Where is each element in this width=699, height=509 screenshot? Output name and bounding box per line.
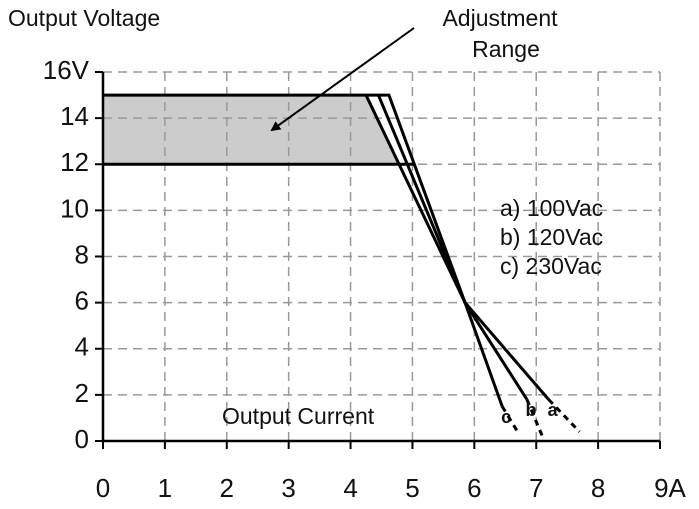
legend-entry: c) 230Vac [500, 253, 602, 279]
voltage-curve-dashed [525, 398, 544, 437]
x-axis-label: Output Current [222, 403, 375, 429]
annotation: Adjustment [442, 5, 558, 31]
annotation-arrow [270, 27, 415, 132]
y-tick-label: 0 [75, 424, 89, 454]
voltage-curve [364, 94, 504, 407]
curve-label: b [525, 400, 536, 420]
curve-label: a [548, 400, 559, 420]
y-tick-label: 8 [75, 239, 89, 269]
y-tick-label: 16V [43, 55, 90, 85]
y-tick-label: 14 [60, 101, 89, 131]
y-tick-label: 12 [60, 147, 89, 177]
x-tick-label: 6 [467, 473, 481, 503]
x-tick-label: 1 [158, 473, 172, 503]
y-tick-label: 6 [75, 286, 89, 316]
annotation: Range [472, 36, 540, 62]
voltage-curve [103, 93, 550, 401]
x-tick-label: 4 [343, 473, 357, 503]
curve-label: c [501, 407, 511, 427]
legend-entry: a) 100Vac [500, 195, 603, 221]
adjustment-band [103, 95, 399, 165]
y-axis-label: Output Voltage [8, 5, 160, 31]
x-tick-label: 7 [529, 473, 543, 503]
x-tick-label: 0 [96, 473, 110, 503]
y-tick-label: 10 [60, 193, 89, 223]
x-tick-label: 9A [654, 473, 686, 503]
x-tick-label: 3 [281, 473, 295, 503]
x-tick-label: 5 [405, 473, 419, 503]
y-tick-label: 2 [75, 378, 89, 408]
voltage-curve-dashed [547, 398, 581, 433]
voltage-curve-dashed [500, 405, 519, 433]
y-tick-label: 4 [75, 332, 89, 362]
x-tick-label: 2 [220, 473, 234, 503]
x-tick-label: 8 [591, 473, 605, 503]
legend-entry: b) 120Vac [500, 224, 603, 250]
